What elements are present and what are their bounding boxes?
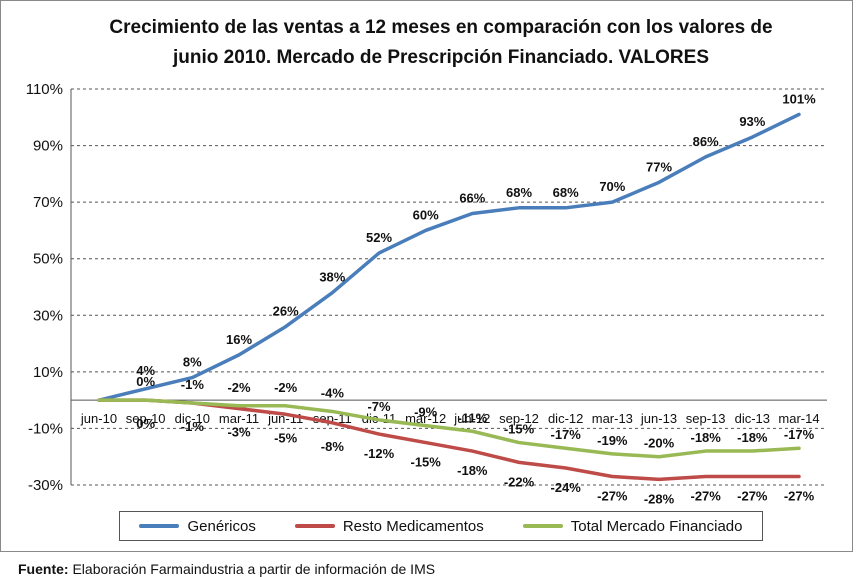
- data-label: -27%: [784, 489, 815, 504]
- legend-item-total-mercado: Total Mercado Financiado: [522, 517, 743, 535]
- data-label: 0%: [136, 416, 155, 431]
- x-tick-label: dic-10: [175, 411, 210, 426]
- data-label: 101%: [782, 91, 816, 106]
- data-label: 70%: [599, 179, 625, 194]
- data-label: 68%: [506, 185, 532, 200]
- legend-swatch-resto-medicamentos: [294, 524, 335, 528]
- x-tick-label: mar-11: [219, 411, 259, 426]
- data-label: 26%: [273, 304, 299, 319]
- y-tick-label: 70%: [33, 194, 63, 211]
- series-line-genericos: [97, 112, 801, 402]
- y-tick-label: 10%: [33, 364, 63, 381]
- data-label: 52%: [366, 230, 392, 245]
- legend-label-resto-medicamentos: Resto Medicamentos: [342, 517, 484, 535]
- data-label: -15%: [504, 422, 535, 437]
- data-label: 93%: [739, 114, 765, 129]
- data-label: -19%: [597, 433, 628, 448]
- data-label: -4%: [321, 385, 345, 400]
- x-tick-label: jun-12: [453, 411, 490, 426]
- data-label: 66%: [459, 190, 485, 205]
- data-label: -24%: [550, 480, 581, 495]
- data-label: -22%: [504, 474, 535, 489]
- data-label: 68%: [553, 185, 579, 200]
- data-label: -12%: [364, 446, 395, 461]
- data-label: -3%: [227, 425, 251, 440]
- data-label: -27%: [737, 489, 768, 504]
- data-label: -1%: [181, 419, 205, 434]
- data-label: -18%: [737, 430, 768, 445]
- y-tick-label: 30%: [33, 307, 63, 324]
- data-label: -20%: [644, 436, 675, 451]
- data-label: 77%: [646, 159, 672, 174]
- source-note: Fuente: Elaboración Farmaindustria a par…: [18, 561, 435, 577]
- data-label: -27%: [597, 489, 628, 504]
- data-label: -11%: [458, 410, 488, 425]
- chart-frame: Crecimiento de las ventas a 12 meses en …: [0, 0, 853, 552]
- data-label: 60%: [413, 207, 439, 222]
- legend-label-total-mercado: Total Mercado Financiado: [570, 517, 743, 535]
- x-tick-label: dic-12: [548, 411, 583, 426]
- data-label: -8%: [321, 439, 345, 454]
- data-label: -7%: [367, 399, 391, 414]
- x-tick-label: sep-10: [126, 411, 166, 426]
- data-label: 38%: [319, 270, 345, 285]
- data-label: -18%: [690, 430, 721, 445]
- legend-label-genericos: Genéricos: [187, 517, 256, 535]
- x-tick-label: sep-12: [499, 411, 539, 426]
- legend-item-resto-medicamentos: Resto Medicamentos: [294, 517, 484, 535]
- data-label: 86%: [693, 134, 719, 149]
- source-text: Elaboración Farmaindustria a partir de i…: [72, 561, 436, 577]
- data-label: -15%: [410, 455, 441, 470]
- y-tick-label: -10%: [28, 420, 63, 437]
- chart-legend: Genéricos Resto Medicamentos Total Merca…: [119, 511, 763, 541]
- data-label: -18%: [457, 463, 488, 478]
- chart-title-line-2: junio 2010. Mercado de Prescripción Fina…: [172, 47, 709, 68]
- legend-swatch-total-mercado: [522, 524, 563, 528]
- y-tick-label: 50%: [33, 251, 63, 268]
- source-label: Fuente:: [18, 561, 69, 577]
- legend-item-genericos: Genéricos: [139, 517, 256, 535]
- data-label: -5%: [274, 430, 298, 445]
- data-label: -17%: [784, 427, 815, 442]
- x-tick-label: mar-13: [592, 411, 633, 426]
- data-label: 16%: [226, 332, 252, 347]
- chart-title: Crecimiento de las ventas a 12 meses en …: [61, 13, 821, 73]
- x-tick-label: jun-10: [80, 411, 117, 426]
- legend-swatch-genericos: [139, 524, 180, 528]
- x-tick-label: mar-12: [405, 411, 446, 426]
- data-label: 0%: [136, 374, 155, 389]
- y-tick-label: -30%: [28, 477, 63, 494]
- data-label: -9%: [414, 405, 438, 420]
- x-tick-label: jun-13: [640, 411, 677, 426]
- chart-title-line-1: Crecimiento de las ventas a 12 meses en …: [109, 17, 773, 38]
- data-label: -28%: [644, 491, 675, 506]
- x-tick-label: dic-13: [735, 411, 770, 426]
- y-tick-label: 110%: [26, 81, 63, 98]
- y-tick-label: 90%: [33, 138, 63, 155]
- data-label: 8%: [183, 355, 202, 370]
- data-label: -1%: [181, 377, 205, 392]
- data-label: 4%: [136, 363, 155, 378]
- line-chart-plot: 110% 90% 70% 50% 30% 10% -10% -30% jun-10 sep-10 d…: [26, 81, 827, 506]
- data-label: -27%: [690, 489, 721, 504]
- x-tick-label: sep-13: [686, 411, 726, 426]
- data-label: -2%: [227, 380, 251, 395]
- data-label: -2%: [274, 380, 298, 395]
- x-tick-label: mar-14: [778, 411, 819, 426]
- data-label: -17%: [550, 427, 581, 442]
- series-line-total-mercado-financiado: [97, 398, 801, 459]
